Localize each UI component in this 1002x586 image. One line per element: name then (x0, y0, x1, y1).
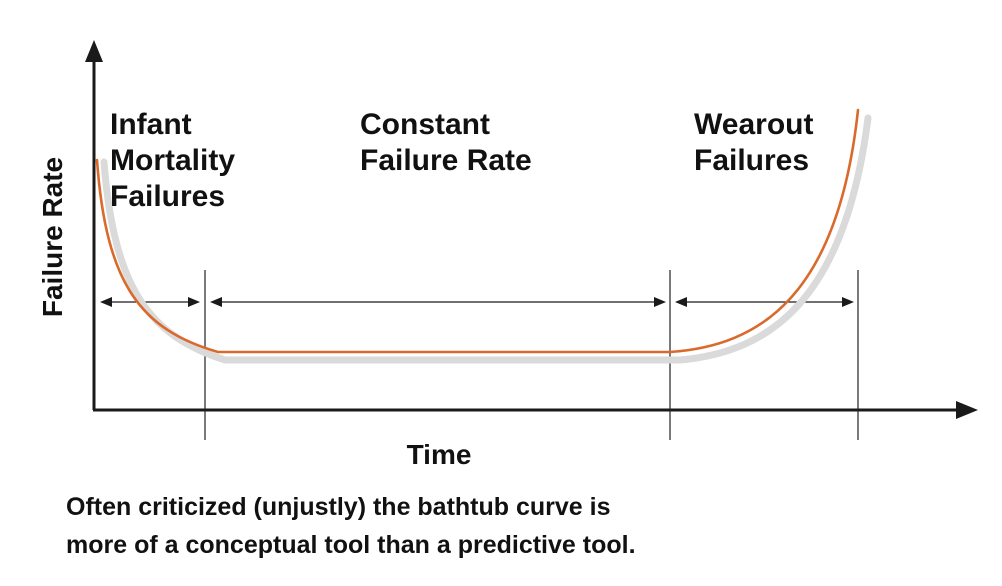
infant-label-line-3: Failures (110, 180, 225, 213)
x-axis-label: Time (407, 439, 472, 470)
wearout-label-line-1: Wearout (694, 108, 813, 141)
x-axis-arrowhead (956, 401, 978, 419)
constant-label-line-2: Failure Rate (360, 144, 532, 177)
bathtub-curve (95, 108, 872, 364)
infant-span-arrow (100, 297, 200, 307)
wearout-label-line-2: Failures (694, 144, 809, 177)
wearout-span-arrow (675, 297, 854, 307)
infant-region-label: Infant Mortality Failures (110, 108, 243, 213)
caption: Often criticized (unjustly) the bathtub … (66, 493, 636, 559)
wearout-region-label: Wearout Failures (694, 108, 822, 177)
bathtub-curve-line (95, 108, 860, 354)
constant-region-label: Constant Failure Rate (360, 108, 532, 177)
axes (85, 40, 978, 419)
constant-span-arrow (210, 297, 666, 307)
caption-line-2: more of a conceptual tool than a predict… (66, 531, 636, 559)
region-labels: Infant Mortality Failures Constant Failu… (110, 108, 822, 213)
y-axis-arrowhead (85, 40, 103, 62)
constant-label-line-1: Constant (360, 108, 490, 141)
span-arrows (100, 297, 854, 307)
bathtub-curve-shadow (100, 114, 872, 364)
infant-label-line-2: Mortality (110, 144, 235, 177)
region-dividers (204, 270, 859, 440)
y-axis-label: Failure Rate (37, 157, 68, 317)
infant-label-line-1: Infant (110, 108, 192, 141)
caption-line-1: Often criticized (unjustly) the bathtub … (66, 493, 611, 521)
